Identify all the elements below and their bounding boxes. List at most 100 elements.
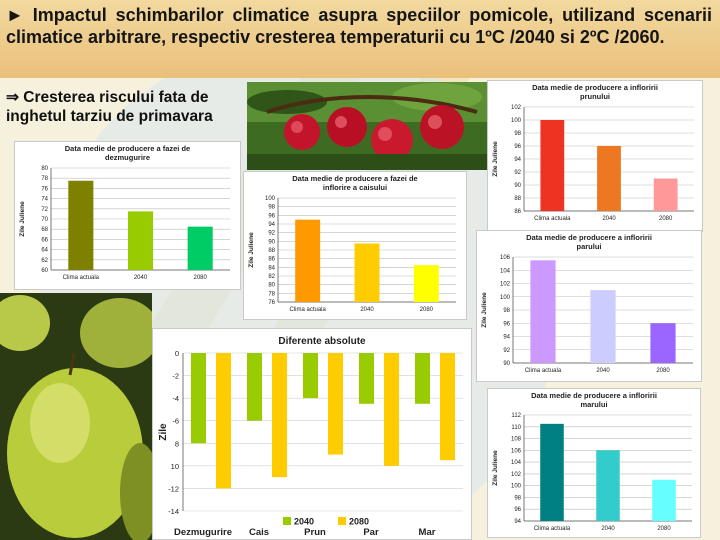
bar-2040 — [596, 450, 620, 521]
bar-clima-actuala — [540, 423, 564, 521]
chart-title: Data medie de producere a infloririi — [532, 83, 658, 92]
bar-2080-prun — [328, 353, 343, 455]
bar-2080-dezmugurire — [216, 353, 231, 489]
green-apple-image — [0, 293, 152, 540]
chart-panel-caisului: Data medie de producere a fazei de inflor… — [243, 171, 467, 320]
y-tick-label: 100 — [500, 295, 511, 301]
bar-2040-mar — [415, 353, 430, 404]
chart-panel-diferente: Diferente absolute 0 -2 -4 -6 8 10 -12 -14 Zile De… — [152, 328, 472, 540]
chart-dezmugurire: Data medie de producere a fazei dedezmug… — [19, 144, 230, 281]
y-tick-label: 8 — [175, 439, 179, 448]
x-category-label: 2040 — [602, 216, 616, 222]
chart-title: Data medie de producere a fazei de — [292, 174, 417, 183]
chart-caisului: Data medie de producere a fazei deinflor… — [248, 174, 456, 313]
x-category-label: 2080 — [656, 368, 670, 374]
chart-panel-marului: Data medie de producere a infloririi maru… — [487, 388, 701, 538]
legend-label-2040: 2040 — [294, 517, 314, 527]
y-axis-label: Zile — [158, 423, 169, 441]
y-tick-label: 104 — [511, 460, 522, 466]
y-tick-label: 102 — [500, 282, 511, 288]
bar-2080-cais — [272, 353, 287, 478]
y-tick-label: 100 — [511, 484, 522, 490]
bar-2080 — [413, 265, 439, 302]
y-tick-label: 72 — [41, 207, 48, 213]
x-category-label: Mar — [419, 527, 436, 538]
chart-prunului: Data medie de producere a infloririiprun… — [492, 83, 694, 222]
y-axis-label: Zile Juliene — [492, 141, 499, 177]
chart-title: marului — [580, 400, 607, 409]
y-tick-label: 62 — [41, 258, 48, 264]
y-tick-label: 74 — [41, 197, 48, 203]
x-category-label: Cais — [249, 527, 269, 538]
y-tick-label: 102 — [511, 472, 522, 478]
y-tick-label: 90 — [268, 239, 275, 245]
y-tick-label: 96 — [268, 213, 275, 219]
y-tick-label: 68 — [41, 227, 48, 233]
y-tick-label: 88 — [514, 196, 521, 202]
x-category-label: 2080 — [659, 216, 673, 222]
chart-title: Data medie de producere a fazei de — [65, 144, 190, 153]
y-tick-label: 88 — [268, 248, 275, 254]
y-tick-label: -12 — [168, 484, 179, 493]
chart-diferente-absolute: Diferente absolute 0 -2 -4 -6 8 10 -12 -14 Zile De… — [158, 336, 463, 538]
bar-2080 — [652, 479, 676, 521]
y-tick-label: 0 — [175, 349, 179, 358]
red-apples-photo — [247, 82, 487, 170]
y-tick-label: 90 — [514, 183, 521, 189]
bar-2080-par — [384, 353, 399, 466]
y-tick-label: 78 — [41, 176, 48, 182]
chart-marului: Data medie de producere a infloririimaru… — [492, 391, 692, 532]
y-tick-label: 96 — [514, 144, 521, 150]
x-category-label: Clima actuala — [525, 368, 562, 374]
bar-2040-par — [359, 353, 374, 404]
x-category-label: 2040 — [360, 307, 374, 313]
y-tick-label: 78 — [268, 291, 275, 297]
y-tick-label: 66 — [41, 237, 48, 243]
y-tick-label: 80 — [41, 166, 48, 172]
chart-title: Data medie de producere a infloririi — [531, 391, 657, 400]
y-tick-label: 98 — [514, 131, 521, 137]
y-tick-label: 60 — [41, 268, 48, 274]
chart-title: Data medie de producere a infloririi — [526, 233, 652, 242]
bar-2040-cais — [247, 353, 262, 421]
green-apple-photo — [0, 293, 152, 540]
y-axis-label: Zile Juliene — [492, 450, 499, 486]
slide-title: ► Impactul schimbarilor climatice asupra… — [6, 5, 712, 47]
x-category-label: Dezmugurire — [174, 527, 232, 538]
bar-clima-actuala — [530, 260, 556, 363]
chart-parului: Data medie de producere a infloririiparu… — [481, 233, 693, 374]
y-tick-label: 106 — [500, 255, 511, 261]
chart-title: parului — [576, 242, 601, 251]
chart-title: inflorire a caisului — [323, 183, 387, 192]
y-tick-label: 92 — [514, 170, 521, 176]
slide-subtitle: ⇒ Cresterea riscului fata de inghetul ta… — [6, 88, 251, 126]
y-tick-label: -4 — [172, 394, 179, 403]
x-category-label: Clima actuala — [289, 307, 326, 313]
y-tick-label: 106 — [511, 448, 522, 454]
y-tick-label: 80 — [268, 283, 275, 289]
chart-title: dezmugurire — [105, 153, 150, 162]
red-apples-image — [247, 82, 487, 170]
x-category-label: Prun — [304, 527, 326, 538]
y-tick-label: 86 — [514, 209, 521, 215]
y-tick-label: 94 — [503, 335, 510, 341]
legend-label-2080: 2080 — [349, 517, 369, 527]
y-tick-label: 108 — [511, 437, 522, 443]
x-category-label: 2080 — [420, 307, 434, 313]
y-tick-label: 104 — [500, 268, 511, 274]
legend-swatch-2080 — [338, 517, 346, 525]
title-bar — [0, 0, 720, 78]
bar-2040 — [354, 243, 380, 302]
subtitle-text: Cresterea riscului fata de inghetul tarz… — [6, 89, 213, 125]
x-category-label: Par — [363, 527, 379, 538]
bar-2080-mar — [440, 353, 455, 461]
x-category-label: Clima actuala — [63, 275, 100, 281]
x-category-label: 2040 — [134, 275, 148, 281]
y-axis-label: Zile Juliene — [19, 201, 26, 237]
chart-panel-prunului: Data medie de producere a infloririi prun… — [487, 80, 703, 232]
y-tick-label: 98 — [514, 495, 521, 501]
y-tick-label: 70 — [41, 217, 48, 223]
x-category-label: 2040 — [601, 526, 615, 532]
x-category-label: Clima actuala — [534, 216, 571, 222]
y-tick-label: 76 — [268, 300, 275, 306]
